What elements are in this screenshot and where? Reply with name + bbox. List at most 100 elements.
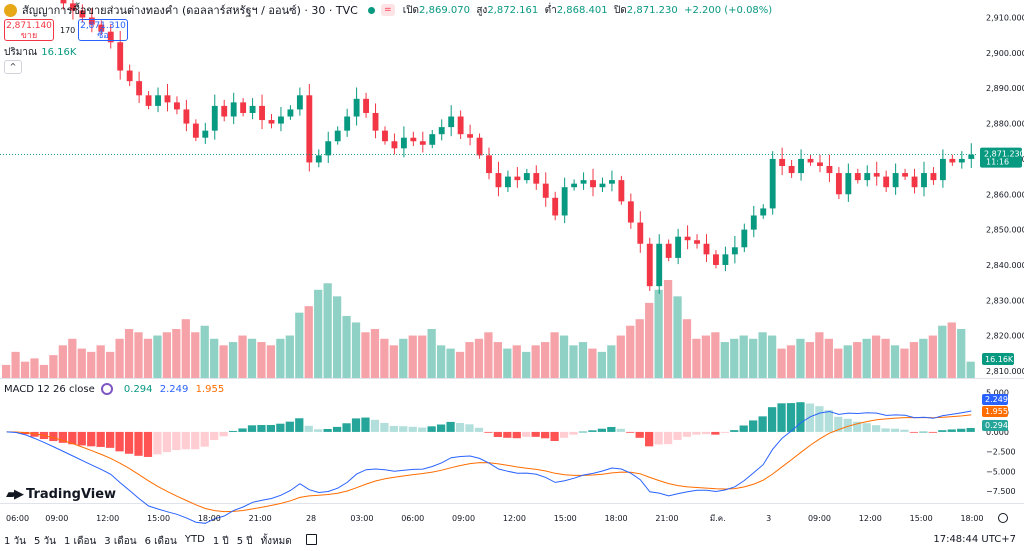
- volume-bar: [210, 338, 219, 378]
- candle: [514, 176, 521, 181]
- macd-histogram-bar: [786, 403, 796, 432]
- volume-bar: [947, 322, 956, 378]
- macd-histogram-bar: [181, 431, 190, 450]
- volume-legend[interactable]: ปริมาณ 16.16K: [4, 45, 76, 60]
- macd-legend[interactable]: MACD 12 26 close 0.294 2.249 1.955: [4, 383, 224, 395]
- volume-bar: [503, 348, 512, 378]
- macd-histogram-bar: [351, 418, 361, 432]
- volume-bar: [597, 351, 607, 378]
- signal-badge: [982, 406, 1008, 417]
- sell-button[interactable]: 2,871.140 ขาย: [4, 19, 54, 41]
- volume-bar: [2, 364, 11, 378]
- macd-histogram-bar: [607, 426, 616, 432]
- candle: [174, 102, 180, 110]
- price-tick-label: 2,810.000: [986, 367, 1024, 376]
- volume-bar: [692, 338, 701, 378]
- macd-histogram-bar: [843, 418, 852, 432]
- indicator-settings-icon[interactable]: [100, 383, 113, 395]
- price-tick-label: 2,830.000: [986, 296, 1024, 305]
- buy-price: 2,871.310: [80, 21, 126, 31]
- settings-icon[interactable]: [998, 513, 1008, 523]
- time-tick-label: 18:00: [605, 514, 628, 523]
- volume-bar: [512, 345, 521, 378]
- histogram-badge-text: 0.294: [985, 421, 1008, 430]
- macd-histogram-bar: [96, 431, 105, 447]
- volume-bar: [77, 348, 86, 378]
- candle: [164, 95, 171, 103]
- range-button[interactable]: 1 ปี: [212, 536, 229, 547]
- buy-button[interactable]: 2,871.310 ซื้อ: [78, 19, 128, 41]
- macd-histogram-bar: [900, 429, 909, 432]
- macd-histogram-bar: [257, 425, 266, 432]
- range-button[interactable]: 3 เดือน: [104, 536, 137, 547]
- macd-histogram-bar: [446, 421, 455, 432]
- macd-histogram-bar: [332, 426, 342, 432]
- time-tick-label: 09:00: [808, 514, 831, 523]
- macd-histogram-bar: [834, 416, 843, 432]
- macd-histogram-bar: [295, 418, 304, 432]
- macd-histogram-bar: [597, 428, 607, 432]
- time-tick-label: 15:00: [147, 514, 170, 523]
- macd-histogram-bar: [172, 431, 181, 451]
- volume-bar: [172, 329, 181, 378]
- macd-histogram-bar: [824, 410, 833, 432]
- range-button[interactable]: 6 เดือน: [144, 536, 177, 547]
- compare-button[interactable]: =: [380, 4, 395, 16]
- candle: [675, 236, 682, 258]
- candle: [306, 95, 313, 163]
- macd-histogram-bar: [767, 407, 777, 432]
- macd-histogram-bar: [720, 431, 729, 433]
- volume-bar: [68, 338, 77, 378]
- candle: [107, 31, 114, 43]
- candle: [476, 137, 483, 156]
- candle: [798, 158, 804, 174]
- volume-bar: [455, 351, 465, 378]
- time-tick-label: 3: [766, 514, 771, 523]
- macd-histogram-bar: [645, 431, 654, 447]
- macd-histogram-bar: [947, 429, 956, 432]
- low-value: 2,868.401: [556, 4, 608, 16]
- symbol-title[interactable]: สัญญาการซื้อขายส่วนต่างทองคำ (ดอลลาร์สหร…: [22, 4, 358, 17]
- range-button[interactable]: 1 วัน: [4, 536, 26, 547]
- range-button[interactable]: ทั้งหมด: [260, 536, 292, 547]
- macd-histogram-bar: [626, 431, 635, 433]
- volume-bar: [559, 335, 569, 378]
- volume-bar: [635, 319, 644, 378]
- macd-histogram-bar: [153, 431, 162, 455]
- candle: [835, 173, 842, 195]
- range-button[interactable]: 5 ปี: [236, 536, 253, 547]
- range-button[interactable]: 1 เดือน: [64, 536, 97, 547]
- candle: [599, 183, 606, 188]
- macd-tick-label: −2.500: [986, 448, 1016, 457]
- candle: [136, 81, 143, 96]
- volume-bar: [474, 338, 484, 378]
- candle: [939, 158, 946, 181]
- candle: [79, 10, 86, 18]
- volume-bar: [758, 332, 767, 378]
- collapse-legend-button[interactable]: ^: [4, 60, 22, 74]
- candle: [344, 116, 351, 131]
- volume-bar: [862, 338, 871, 378]
- time-tick-label: 28: [306, 514, 316, 523]
- range-button[interactable]: 5 วัน: [34, 536, 56, 547]
- volume-bar: [654, 289, 663, 378]
- volume-bar: [436, 345, 446, 378]
- macd-histogram-bar: [418, 427, 427, 432]
- time-tick-label: 18:00: [198, 514, 221, 523]
- candle: [561, 187, 568, 216]
- candle: [807, 158, 814, 163]
- macd-histogram-bar: [635, 431, 644, 438]
- calendar-icon[interactable]: [305, 534, 317, 545]
- macd-histogram-bar: [389, 425, 398, 432]
- volume-bar: [30, 358, 39, 378]
- price-tick-label: 2,840.000: [986, 261, 1024, 270]
- candle: [259, 105, 265, 121]
- tradingview-logo[interactable]: ▰▶ TradingView: [6, 487, 116, 502]
- range-button[interactable]: YTD: [184, 534, 205, 545]
- time-tick-label: 09:00: [45, 514, 68, 523]
- tradingview-wordmark: TradingView: [26, 487, 117, 502]
- macd-histogram-bar: [559, 431, 569, 438]
- macd-tick-label: 0.000: [986, 428, 1009, 437]
- candle: [183, 109, 190, 124]
